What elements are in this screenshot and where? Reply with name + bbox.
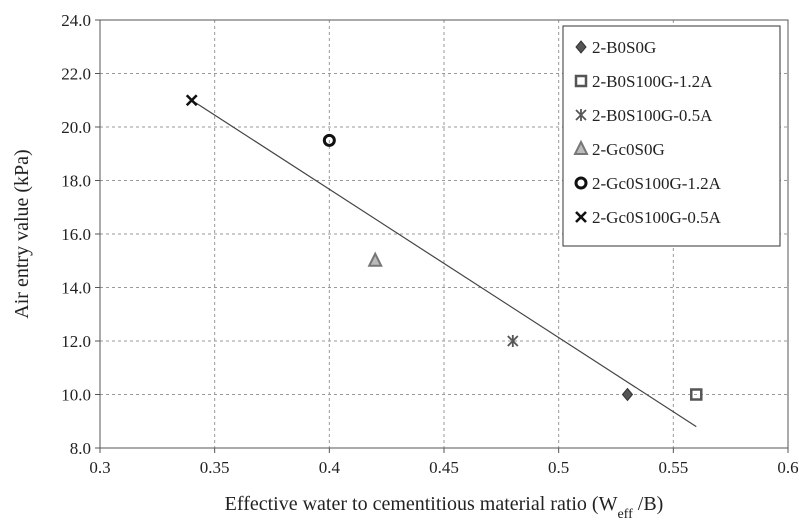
x-tick-label: 0.5 [548,458,569,477]
y-tick-label: 22.0 [61,65,91,84]
y-tick-label: 18.0 [61,172,91,191]
x-tick-label: 0.3 [89,458,110,477]
x-tick-label: 0.6 [777,458,798,477]
legend-label: 2-Gc0S100G-0.5A [592,208,722,227]
y-tick-label: 24.0 [61,11,91,30]
legend-label: 2-B0S0G [592,38,656,57]
legend-marker [575,211,587,223]
x-axis-title-subscript: eff [617,507,633,522]
legend-marker [575,40,587,54]
legend-marker [574,176,588,190]
legend-label: 2-B0S100G-0.5A [592,106,713,125]
y-tick-label: 20.0 [61,118,91,137]
legend-marker [575,109,587,121]
y-tick-label: 14.0 [61,279,91,298]
grid-lines [100,20,788,448]
x-axis-title-main: Effective water to cementitious material… [225,493,618,515]
legend-label: 2-Gc0S0G [592,140,665,159]
trendline [191,99,697,428]
y-tick-label: 16.0 [61,225,91,244]
y-tick-label: 10.0 [61,386,91,405]
data-point-2-b0s100g-0-5a [507,335,519,347]
legend-marker [574,74,588,88]
x-axis-title-tail: /B) [633,493,664,515]
legend-marker [573,139,589,155]
data-point-2-b0s100g-1-2a [690,388,703,401]
y-axis-ticks: 8.0 10.0 12.0 14.0 16.0 18.0 20.0 22.0 24.0 [61,11,100,458]
x-tick-label: 0.45 [429,458,459,477]
legend-label: 2-B0S100G-1.2A [592,72,713,91]
legend: 2-B0S0G 2-B0S100G-1.2A 2-B0S100G-0.5A 2-Gc0… [562,25,781,247]
x-tick-label: 0.35 [200,458,230,477]
y-tick-label: 8.0 [70,439,91,458]
data-point-2-gc0s100g-0-5a [185,94,198,107]
data-points [185,94,703,402]
data-point-2-b0s0g [621,387,634,402]
x-stroke [185,94,198,107]
y-axis-title: Air entry value (kPa) [11,149,33,318]
x-axis-title: Effective water to cementitious material… [225,493,664,522]
x-stroke [575,211,587,223]
data-point-2-gc0s100g-1-2a [322,133,336,147]
legend-label: 2-Gc0S100G-1.2A [592,174,722,193]
legend-box [562,25,781,247]
x-tick-label: 0.55 [658,458,688,477]
y-tick-label: 12.0 [61,332,91,351]
x-tick-label: 0.4 [319,458,341,477]
data-point-2-gc0s0g [367,251,383,267]
x-axis-ticks: 0.3 0.35 0.4 0.45 0.5 0.55 0.6 [89,448,799,477]
